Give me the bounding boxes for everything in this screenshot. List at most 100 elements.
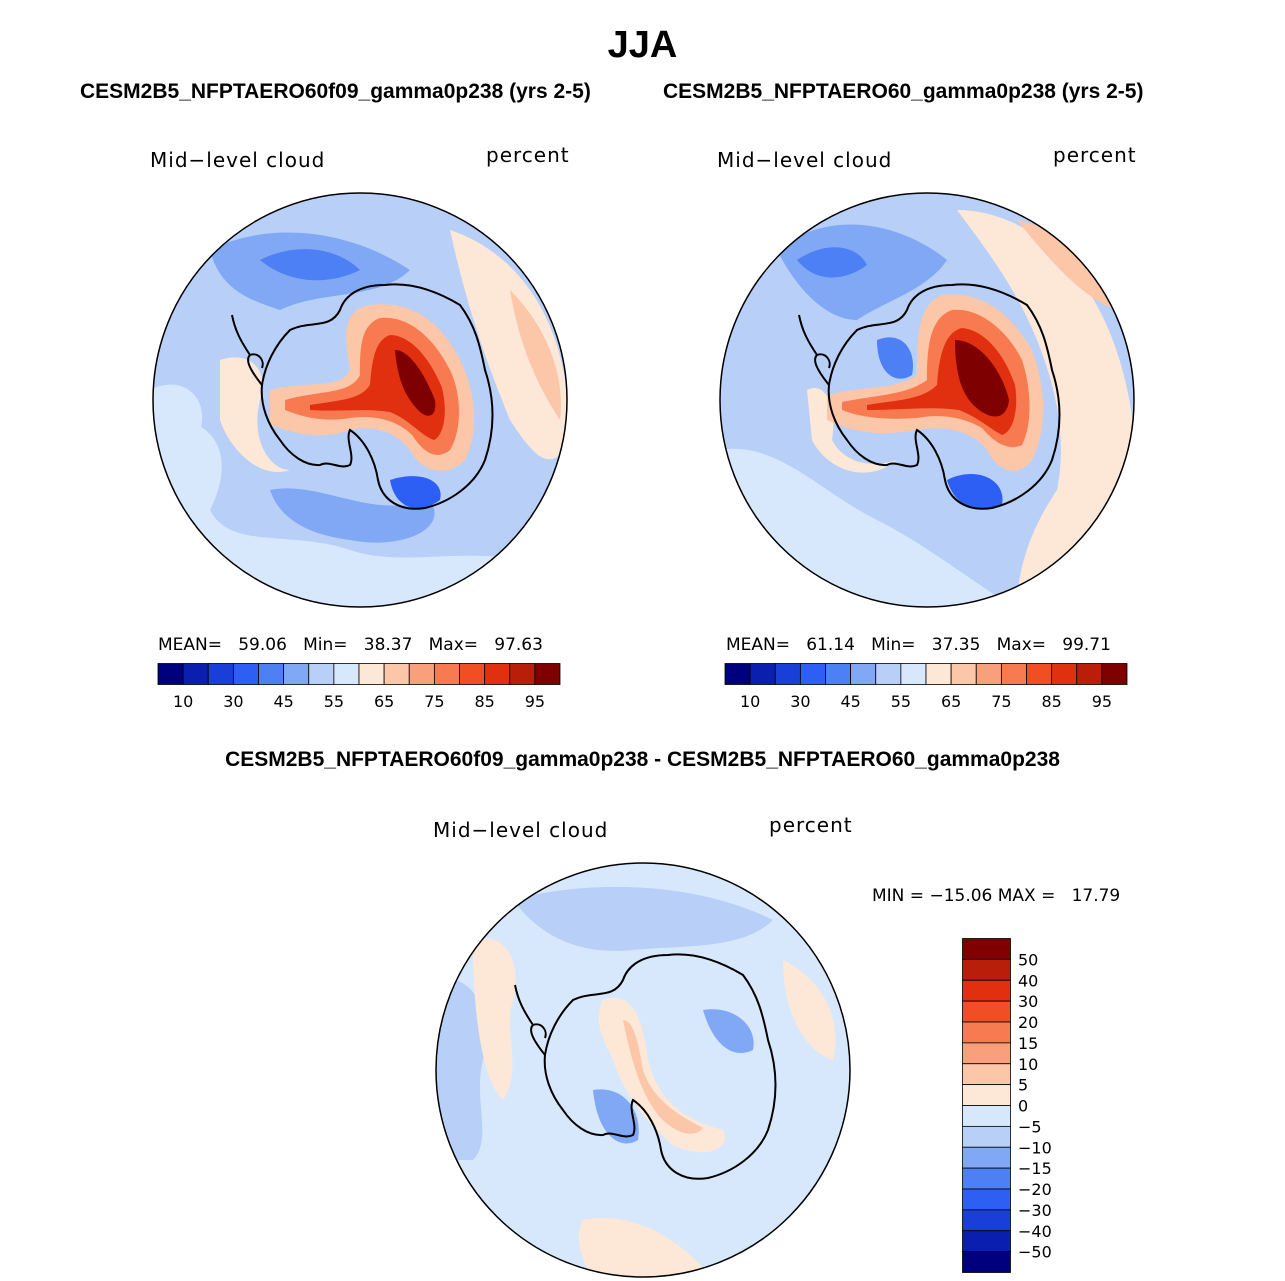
panel2-contour-field <box>720 193 1134 607</box>
panel1-mean-value: 59.06 <box>238 635 287 655</box>
diff-variable-label: Mid−level cloud <box>433 818 609 842</box>
panel1-max-label: Max= <box>428 635 479 655</box>
panel1-coastline <box>260 283 494 510</box>
panel1-colorbar-tick-label: 55 <box>324 692 344 711</box>
panel2-colorbar-box <box>799 663 826 685</box>
diff-peach-south <box>578 1218 713 1277</box>
panel2-colorbar-box <box>749 663 776 685</box>
diff-colorbar-box <box>962 938 1011 960</box>
panel1-colorbar-box <box>308 663 335 685</box>
diff-colorbar-box <box>962 1125 1011 1148</box>
panel1-blue-north <box>260 249 360 281</box>
panel1-peach-east <box>450 230 567 460</box>
diff-colorbar-box <box>962 1209 1011 1232</box>
diff-colorbar-box <box>962 1230 1011 1253</box>
diff-colorbar-tick-label: −10 <box>1018 1138 1052 1157</box>
panel1-colorbar-tick-label: 75 <box>424 692 444 711</box>
panel1-min-value: 38.37 <box>363 635 413 655</box>
panel1-units-label: percent <box>486 143 570 167</box>
figure-title: JJA <box>607 24 678 66</box>
panel2-colorbar-box <box>900 663 927 685</box>
panel1-colorbar-tick-label: 85 <box>474 692 494 711</box>
panel2-colorbar-tick-label: 45 <box>840 692 860 711</box>
panel1-deep-blue-patch <box>390 476 441 509</box>
panel1-colorbar-box <box>358 663 385 685</box>
diff-light-blue-west <box>436 978 486 1160</box>
panel2-blue-bay <box>877 337 913 379</box>
panel2-map-border <box>719 192 1135 608</box>
panel1-peninsula-coast <box>231 314 264 386</box>
panel2-peninsula-coast <box>798 314 831 386</box>
diff-colorbar-box <box>962 1105 1011 1127</box>
panel2-colorbar-box <box>850 663 877 685</box>
diff-units-label: percent <box>769 813 853 837</box>
panel1-ocean-pale-band <box>153 418 567 607</box>
panel2-colorbar-box <box>825 663 852 685</box>
diff-colorbar-tick-label: 30 <box>1018 992 1038 1011</box>
diff-light-blue-north <box>513 886 773 951</box>
diff-coastline <box>543 953 777 1180</box>
panel2-colorbar-box <box>1101 663 1128 685</box>
diff-colorbar-box <box>962 1188 1011 1211</box>
diff-salmon-interior <box>623 1020 703 1134</box>
panel2-blue-north <box>797 247 867 278</box>
panel2-variable-label: Mid−level cloud <box>717 148 893 172</box>
panel2-colorbar-tick-label: 55 <box>891 692 911 711</box>
panel1-polar-map <box>152 192 568 608</box>
panel1-colorbar-tick-label: 95 <box>525 692 545 711</box>
diff-colorbar-tick-label: 50 <box>1018 950 1038 969</box>
diff-colorbar-box <box>962 1042 1011 1065</box>
diff-colorbar-tick-label: −40 <box>1018 1222 1052 1241</box>
panel2-colorbar: 10 30 45 55 65 75 85 95 <box>724 663 1128 711</box>
panel2-colorbar-box <box>875 663 902 685</box>
panel2-colorbar-box <box>1026 663 1053 685</box>
diff-colorbar-tick-label: 15 <box>1018 1034 1038 1053</box>
diff-colorbar-tick-label: −15 <box>1018 1159 1052 1178</box>
panel2-polar-map <box>719 192 1135 608</box>
panel1-colorbar-tick-label: 65 <box>374 692 394 711</box>
panel2-maroon-core <box>955 340 1009 417</box>
diff-colorbar-box <box>962 1084 1011 1106</box>
panel1-maroon-core <box>395 350 436 416</box>
diff-mid-blue-south <box>593 1089 639 1144</box>
diff-colorbar-tick-label: −5 <box>1018 1117 1042 1136</box>
panel1-colorbar-tick-label: 30 <box>223 692 243 711</box>
diff-colorbar-tick-label: 10 <box>1018 1055 1038 1074</box>
diff-colorbar-box <box>962 1021 1011 1044</box>
panel2-deep-blue-patch <box>947 474 1003 510</box>
panel2-colorbar-box <box>1000 663 1027 685</box>
panel1-stats: MEAN= 59.06 Min= 38.37 Max= 97.63 <box>158 635 543 655</box>
panel1-colorbar-box <box>408 663 435 685</box>
panel1-max-value: 97.63 <box>494 635 543 655</box>
diff-mid-blue-interior <box>703 1009 754 1054</box>
diff-colorbar-tick-label: −30 <box>1018 1201 1052 1220</box>
panel2-peach-east <box>957 210 1134 607</box>
diff-colorbar-box <box>962 979 1011 1002</box>
diff-map-border <box>435 862 851 1278</box>
panel1-colorbar-box <box>459 663 486 685</box>
panel2-min-label: Min= <box>871 635 916 655</box>
diff-colorbar-box <box>962 1251 1011 1273</box>
diff-peninsula-coast <box>514 984 547 1056</box>
panel2-min-value: 37.35 <box>931 635 981 655</box>
diff-colorbar-tick-label: −20 <box>1018 1180 1052 1199</box>
panel1-colorbar-box <box>157 663 184 685</box>
diff-colorbar-box <box>962 1063 1011 1086</box>
panel1-min-label: Min= <box>303 635 348 655</box>
panel2-colorbar-tick-label: 30 <box>790 692 810 711</box>
panel1-colorbar-box <box>232 663 259 685</box>
panel1-mid-blue-south <box>270 488 435 543</box>
panel2-max-value: 99.71 <box>1062 635 1111 655</box>
diff-colorbar-tick-label: 20 <box>1018 1013 1038 1032</box>
panel1-colorbar-box <box>182 663 209 685</box>
diff-peach-west <box>473 938 516 1100</box>
panel2-colorbar-tick-label: 65 <box>941 692 961 711</box>
panel2-case-title: CESM2B5_NFPTAERO60_gamma0p238 (yrs 2-5) <box>663 80 1144 103</box>
diff-contour-field <box>436 863 850 1277</box>
diff-colorbar-tick-label: −50 <box>1018 1243 1052 1262</box>
panel1-colorbar-box <box>258 663 285 685</box>
panel1-contour-field <box>153 193 567 607</box>
panel1-map-border <box>152 192 568 608</box>
panel1-colorbar-box <box>383 663 410 685</box>
diff-peach-east <box>783 960 836 1060</box>
